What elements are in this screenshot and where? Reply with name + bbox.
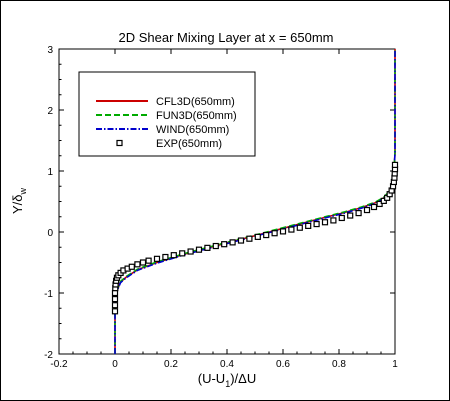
data-point [330, 217, 337, 224]
y-tick-label: 3 [47, 45, 53, 56]
data-point [355, 209, 362, 217]
data-point [111, 308, 119, 315]
data-point [111, 289, 119, 297]
data-point [338, 214, 345, 222]
data-point [139, 259, 147, 266]
data-point [313, 220, 320, 228]
data-point [170, 252, 177, 259]
chart-title: 2D Shear Mixing Layer at x = 650mm [119, 30, 334, 45]
legend-marker [116, 139, 123, 147]
legend: CFL3D(650mm) FUN3D(650mm) WIND(650mm) EXP(6… [78, 71, 256, 157]
data-point [370, 203, 378, 211]
data-point [134, 261, 141, 268]
data-point [347, 212, 354, 219]
x-tick-label: -0.2 [50, 359, 68, 370]
data-point [271, 230, 278, 237]
data-point [153, 255, 161, 262]
data-point [204, 244, 211, 251]
legend-label: WIND(650mm) [156, 124, 229, 136]
x-tick-label: 0.8 [332, 359, 346, 370]
axis-ticks: -0.2 0 0.2 0.4 0.6 0.8 1 -2 -1 0 1 2 3 [44, 45, 398, 370]
legend-label: CFL3D(650mm) [156, 96, 235, 108]
x-tick-label: 0.4 [220, 359, 234, 370]
data-point [305, 222, 312, 229]
data-point [296, 224, 303, 231]
series-layer [111, 49, 399, 354]
x-tick-label: 0.6 [276, 359, 290, 370]
x-tick-label: 1 [392, 359, 398, 370]
legend-label: FUN3D(650mm) [156, 110, 237, 122]
y-axis-title: Y/δw [10, 187, 28, 214]
data-point [128, 263, 135, 270]
data-point [212, 242, 219, 250]
data-point [288, 226, 295, 233]
x-axis-title: (U-U1)/ΔU [198, 371, 256, 389]
y-tick-label: -1 [44, 289, 53, 300]
y-tick-label: 1 [47, 167, 53, 178]
data-point [279, 228, 287, 235]
data-point [195, 246, 203, 253]
legend-box [78, 71, 256, 157]
data-point [179, 250, 186, 257]
data-point [237, 237, 245, 244]
x-tick-label: 0 [112, 359, 118, 370]
data-point [162, 253, 169, 261]
y-tick-label: -2 [44, 350, 53, 361]
legend-label: EXP(650mm) [156, 138, 222, 150]
data-point [391, 161, 399, 168]
data-point [363, 206, 371, 214]
data-point [221, 241, 228, 248]
data-point [263, 231, 270, 239]
data-point [229, 239, 236, 246]
data-point [187, 248, 194, 255]
data-point [111, 296, 119, 303]
data-point [145, 257, 152, 264]
data-point [254, 233, 261, 240]
data-point [246, 235, 253, 242]
series-exp [111, 161, 399, 315]
x-tick-label: 0.2 [164, 359, 178, 370]
data-point [111, 302, 119, 309]
y-tick-label: 0 [47, 228, 53, 239]
y-tick-label: 2 [47, 106, 53, 117]
data-point [321, 219, 329, 226]
